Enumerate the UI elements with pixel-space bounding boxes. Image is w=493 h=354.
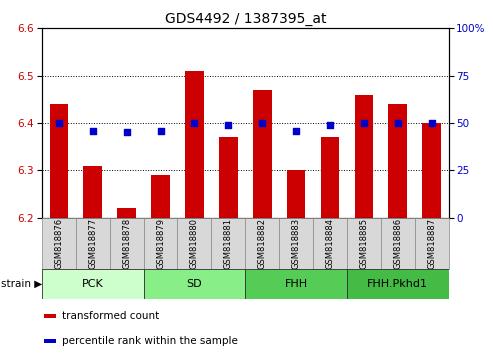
Text: percentile rank within the sample: percentile rank within the sample <box>62 336 238 346</box>
Point <box>89 128 97 133</box>
Text: GSM818886: GSM818886 <box>393 218 402 269</box>
FancyBboxPatch shape <box>313 218 347 269</box>
Point <box>326 122 334 128</box>
Bar <box>49 104 68 218</box>
FancyBboxPatch shape <box>279 218 313 269</box>
Text: GSM818876: GSM818876 <box>54 218 64 269</box>
Text: GSM818880: GSM818880 <box>190 218 199 269</box>
Point <box>360 120 368 126</box>
Text: SD: SD <box>187 279 202 289</box>
Text: GSM818877: GSM818877 <box>88 218 97 269</box>
FancyBboxPatch shape <box>211 218 245 269</box>
Point <box>292 128 300 133</box>
Bar <box>151 175 170 218</box>
Point <box>394 120 402 126</box>
Bar <box>388 104 407 218</box>
Point <box>428 120 436 126</box>
Point <box>258 120 266 126</box>
Bar <box>320 137 339 218</box>
Text: GSM818882: GSM818882 <box>258 218 267 269</box>
Text: GSM818881: GSM818881 <box>224 218 233 269</box>
Text: FHH: FHH <box>284 279 308 289</box>
FancyBboxPatch shape <box>42 218 76 269</box>
FancyBboxPatch shape <box>347 269 449 299</box>
Bar <box>287 170 306 218</box>
FancyBboxPatch shape <box>143 218 177 269</box>
Bar <box>423 123 441 218</box>
FancyBboxPatch shape <box>76 218 109 269</box>
Text: GDS4492 / 1387395_at: GDS4492 / 1387395_at <box>165 12 326 27</box>
Text: strain ▶: strain ▶ <box>0 279 42 289</box>
Bar <box>185 71 204 218</box>
Text: GSM818885: GSM818885 <box>359 218 368 269</box>
Text: GSM818879: GSM818879 <box>156 218 165 269</box>
FancyBboxPatch shape <box>347 218 381 269</box>
Bar <box>117 208 136 218</box>
Point <box>123 130 131 135</box>
Point <box>157 128 165 133</box>
Bar <box>253 90 272 218</box>
Text: transformed count: transformed count <box>62 311 160 321</box>
Text: GSM818884: GSM818884 <box>325 218 335 269</box>
Text: PCK: PCK <box>82 279 104 289</box>
FancyBboxPatch shape <box>109 218 143 269</box>
FancyBboxPatch shape <box>381 218 415 269</box>
FancyBboxPatch shape <box>42 269 143 299</box>
Bar <box>83 166 102 218</box>
FancyBboxPatch shape <box>245 218 279 269</box>
Text: GSM818883: GSM818883 <box>291 218 301 269</box>
Point <box>55 120 63 126</box>
Point <box>190 120 198 126</box>
FancyBboxPatch shape <box>415 218 449 269</box>
Text: GSM818887: GSM818887 <box>427 218 436 269</box>
Text: FHH.Pkhd1: FHH.Pkhd1 <box>367 279 428 289</box>
Bar <box>219 137 238 218</box>
FancyBboxPatch shape <box>177 218 211 269</box>
Point <box>224 122 232 128</box>
Bar <box>44 314 56 318</box>
Text: GSM818878: GSM818878 <box>122 218 131 269</box>
FancyBboxPatch shape <box>245 269 347 299</box>
Bar <box>44 339 56 343</box>
Bar <box>354 95 373 218</box>
FancyBboxPatch shape <box>143 269 245 299</box>
